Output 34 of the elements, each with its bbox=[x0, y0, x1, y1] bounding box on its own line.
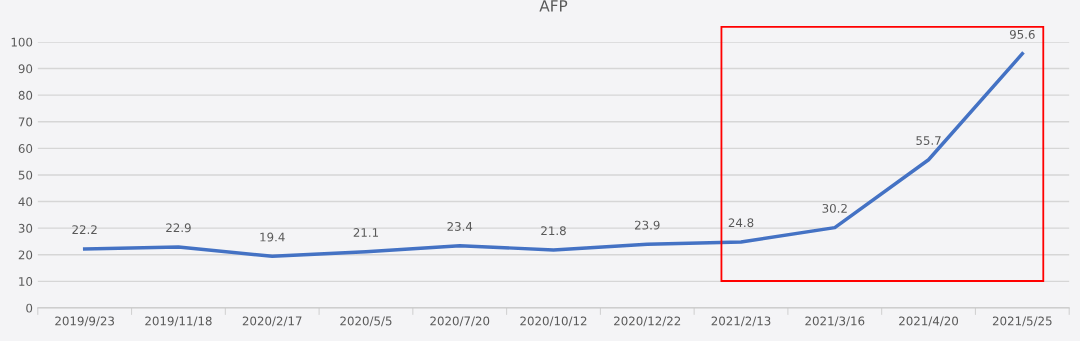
data-label: 19.4 bbox=[260, 232, 285, 242]
data-label: 95.6 bbox=[1009, 29, 1035, 39]
data-label: 55.7 bbox=[916, 136, 941, 145]
y-tick-label: 70 bbox=[18, 117, 33, 127]
x-tick-label: 2020/12/22 bbox=[614, 316, 681, 327]
data-label: 23.4 bbox=[447, 221, 473, 231]
x-tick-label: 2019/11/18 bbox=[145, 316, 212, 327]
y-tick-label: 80 bbox=[18, 90, 33, 100]
y-tick-label: 40 bbox=[18, 197, 33, 207]
y-tick-label: 60 bbox=[18, 144, 33, 153]
x-tick-label: 2021/5/25 bbox=[992, 316, 1052, 327]
y-tick-label: 20 bbox=[18, 250, 33, 260]
x-tick-label: 2021/4/20 bbox=[899, 316, 959, 327]
data-label: 21.1 bbox=[353, 228, 379, 237]
x-tick-label: 2021/2/13 bbox=[711, 316, 771, 327]
y-tick-label: 50 bbox=[18, 170, 33, 180]
chart-title: AFP bbox=[539, 0, 568, 12]
data-label: 22.2 bbox=[72, 225, 97, 234]
x-tick-label: 2020/2/17 bbox=[242, 316, 302, 327]
x-tick-label: 2020/7/20 bbox=[430, 316, 490, 327]
y-tick-label: 0 bbox=[26, 303, 33, 313]
y-tick-label: 100 bbox=[11, 37, 33, 47]
y-tick-label: 30 bbox=[18, 223, 33, 233]
data-label: 30.2 bbox=[822, 203, 847, 213]
y-tick-label: 10 bbox=[19, 277, 33, 286]
x-tick-label: 2019/9/23 bbox=[55, 316, 114, 327]
data-label: 21.8 bbox=[541, 226, 566, 236]
x-tick-label: 2021/3/16 bbox=[805, 316, 865, 327]
y-tick-label: 90 bbox=[18, 64, 33, 74]
data-label: 23.9 bbox=[634, 220, 660, 230]
data-label: 22.9 bbox=[166, 223, 191, 233]
x-tick-label: 2020/10/12 bbox=[520, 316, 587, 327]
x-tick-label: 2020/5/5 bbox=[340, 316, 392, 327]
data-label: 24.8 bbox=[728, 218, 754, 228]
